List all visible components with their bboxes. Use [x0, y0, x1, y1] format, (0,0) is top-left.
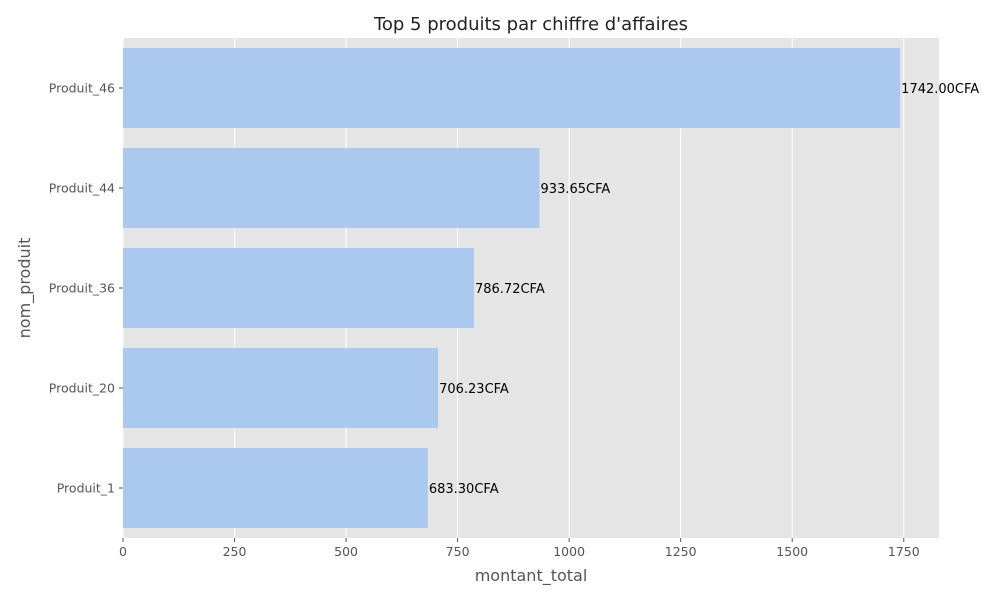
y-tick-label: Produit_36	[49, 281, 115, 296]
x-tick-label: 750	[446, 544, 470, 559]
x-tick-label: 1750	[888, 544, 920, 559]
x-tick-labels: 0 250 500 750 1000 1250 1500 1750	[119, 538, 920, 559]
chart-title: Top 5 produits par chiffre d'affaires	[373, 14, 688, 35]
bar-value-label: 706.23CFA	[439, 382, 509, 397]
bar-value-label: 683.30CFA	[429, 482, 499, 497]
bar	[123, 348, 439, 428]
x-tick-label: 0	[119, 544, 127, 559]
bar-value-label: 786.72CFA	[475, 282, 545, 297]
x-tick-label: 1000	[553, 544, 585, 559]
x-tick-label: 1500	[776, 544, 808, 559]
y-tick-label: Produit_46	[49, 81, 115, 96]
y-tick-label: Produit_44	[49, 181, 115, 196]
y-tick-label: Produit_20	[49, 381, 115, 396]
x-tick-label: 1250	[665, 544, 697, 559]
bar	[123, 448, 428, 528]
y-axis-label: nom_produit	[15, 238, 35, 339]
bar	[123, 148, 540, 228]
x-axis-label: montant_total	[475, 566, 588, 586]
x-tick-label: 500	[334, 544, 358, 559]
bar-data-labels: 1742.00CFA 933.65CFA 786.72CFA 706.23CFA 683…	[429, 82, 979, 497]
y-tick-label: Produit_1	[57, 481, 115, 496]
bar	[123, 248, 474, 328]
bars	[123, 48, 901, 528]
bar	[123, 48, 901, 128]
bar-value-label: 1742.00CFA	[901, 82, 979, 97]
y-tick-labels: Produit_46 Produit_44 Produit_36 Produit_20…	[49, 81, 123, 496]
bar-value-label: 933.65CFA	[541, 182, 611, 197]
x-tick-label: 250	[223, 544, 247, 559]
